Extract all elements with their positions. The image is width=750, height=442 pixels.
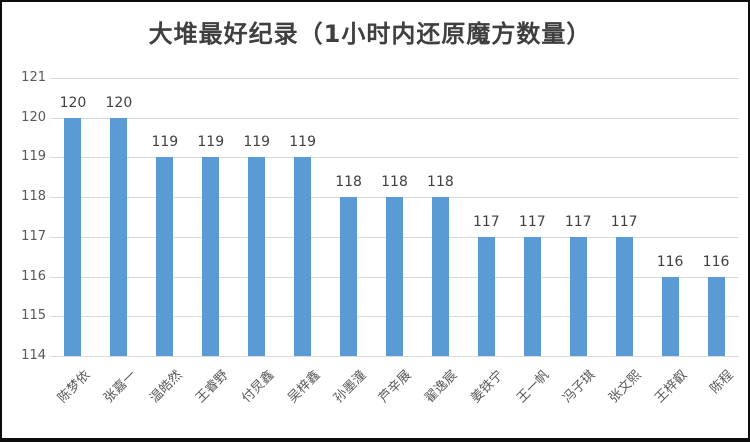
gridline-114 [50,356,739,357]
gridline-120 [50,118,739,119]
data-label-王一帆: 117 [518,213,546,230]
data-label-翟逸宸: 118 [427,174,454,191]
data-label-付炅鑫: 119 [243,134,271,151]
x-label-陈梦依: 陈梦依 [55,367,94,407]
x-label-芦辛展: 芦辛展 [376,367,415,407]
y-tick-label-121: 121 [21,70,46,85]
y-tick-label-116: 116 [21,268,46,284]
y-tick-label-117: 117 [21,228,46,244]
bar-陈梦依 [64,117,82,356]
x-label-王睿野: 王睿野 [193,367,232,407]
data-label-王睿野: 119 [197,134,225,151]
x-label-温皓然: 温皓然 [147,367,186,407]
bar-芦辛展 [386,197,403,356]
x-label-张文熙: 张文熙 [606,367,645,407]
bar-冯子琪 [569,236,587,356]
bar-王梓叡 [661,276,679,356]
data-label-姜铁宁: 117 [472,213,500,230]
bar-陈程 [707,276,725,356]
data-label-芦辛展: 118 [381,174,408,191]
bar-王睿野 [202,157,220,356]
x-label-王一帆: 王一帆 [514,367,553,407]
chart-title: 大堆最好纪录（1小时内还原魔方数量） [148,20,592,48]
data-label-冯子琪: 117 [564,213,592,230]
data-label-王梓叡: 116 [656,253,684,270]
y-tick-label-120: 120 [21,109,46,125]
bar-孙墨潼 [340,197,358,356]
x-label-陈程: 陈程 [707,367,737,397]
data-label-张嘉一: 120 [105,94,133,111]
x-label-王梓叡: 王梓叡 [652,367,691,407]
data-label-孙墨潼: 118 [335,174,362,191]
data-label-张文熙: 117 [610,213,638,230]
bar-吴梓鑫 [294,157,312,356]
x-label-付炅鑫: 付炅鑫 [238,367,278,407]
y-tick-label-118: 118 [21,189,46,205]
x-label-姜铁宁: 姜铁宁 [468,367,507,407]
x-label-冯子琪: 冯子琪 [560,367,599,407]
bar-温皓然 [156,157,174,356]
y-tick-label-119: 119 [21,149,46,165]
y-tick-label-114: 114 [21,348,46,363]
x-label-孙墨潼: 孙墨潼 [330,367,370,407]
bar-付炅鑫 [248,157,266,356]
bar-张文熙 [615,236,633,356]
gridline-121 [50,78,739,79]
bar-王一帆 [523,236,541,356]
x-label-吴梓鑫: 吴梓鑫 [284,367,324,407]
bar-翟逸宸 [431,197,449,356]
data-label-陈梦依: 120 [59,94,87,111]
bar-姜铁宁 [477,236,495,356]
bar-张嘉一 [110,117,128,356]
data-label-陈程: 116 [702,253,730,270]
data-label-温皓然: 119 [151,134,179,151]
x-label-张嘉一: 张嘉一 [101,367,140,407]
gridline-119 [50,157,739,158]
y-tick-label-115: 115 [21,308,46,324]
x-label-翟逸宸: 翟逸宸 [422,367,461,407]
data-label-吴梓鑫: 119 [289,134,316,151]
